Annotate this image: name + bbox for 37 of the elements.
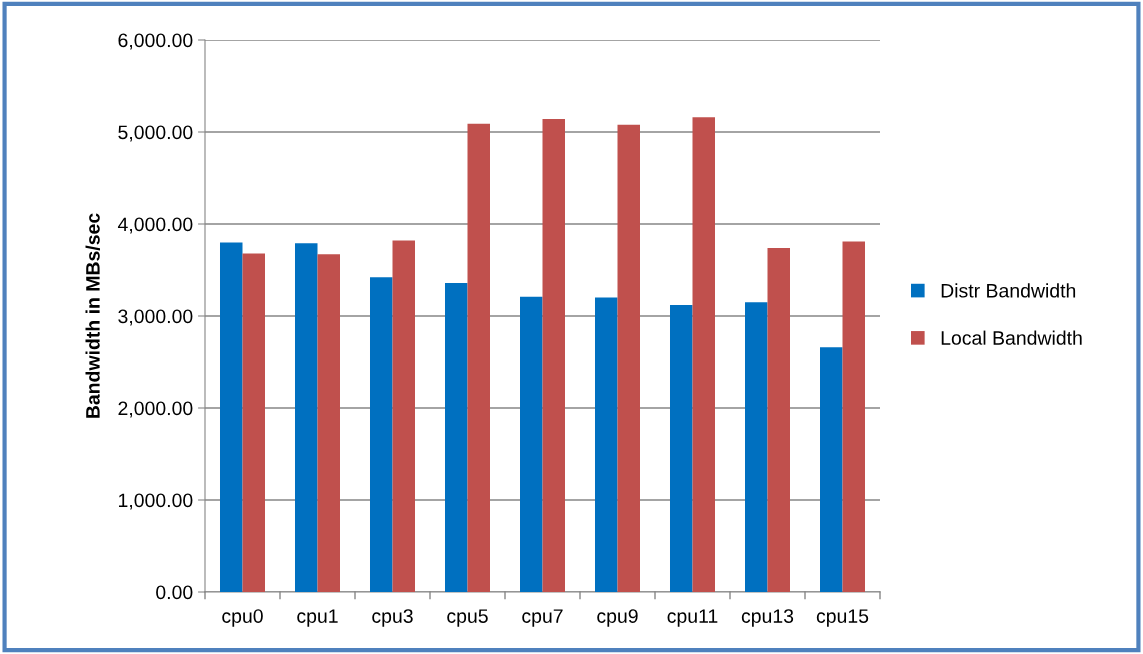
bar [392, 240, 415, 592]
y-tick-label: 4,000.00 [117, 217, 193, 234]
bar [820, 347, 843, 592]
bar [767, 247, 790, 592]
y-axis-title: Bandwidth in MBs/sec [85, 213, 100, 418]
bar [595, 297, 618, 592]
x-tick-label: cpu11 [667, 609, 718, 627]
bar [542, 119, 565, 592]
y-tick-label: 1,000.00 [119, 493, 193, 510]
x-tick-label: cpu1 [297, 609, 338, 627]
x-tick-label: cpu0 [222, 609, 263, 627]
bar [467, 123, 490, 592]
legend-label: Local Bandwidth [941, 330, 1082, 345]
y-tick-label: 2,000.00 [118, 401, 193, 418]
bar [692, 117, 715, 592]
y-tick-label: 6,000.00 [118, 33, 193, 50]
legend-label: Distr Bandwidth [941, 283, 1076, 298]
bar [745, 302, 768, 592]
x-tick-label: cpu13 [741, 609, 794, 627]
bar [617, 124, 640, 592]
y-tick-label: 0.00 [156, 585, 193, 600]
bar [670, 304, 693, 592]
x-tick-label: cpu3 [372, 609, 413, 627]
y-tick-label: 5,000.00 [118, 125, 193, 142]
bar [842, 241, 865, 592]
bar [370, 277, 393, 592]
x-tick-label: cpu5 [447, 609, 488, 627]
x-tick-label: cpu15 [816, 609, 869, 627]
bar [445, 282, 468, 592]
bar [520, 296, 543, 592]
x-tick-label: cpu9 [597, 609, 638, 627]
x-tick-label: cpu7 [522, 609, 563, 627]
bar [317, 254, 340, 592]
bar [220, 242, 243, 592]
bar [295, 243, 318, 592]
bar [242, 253, 265, 592]
y-tick-label: 3,000.00 [118, 309, 193, 326]
